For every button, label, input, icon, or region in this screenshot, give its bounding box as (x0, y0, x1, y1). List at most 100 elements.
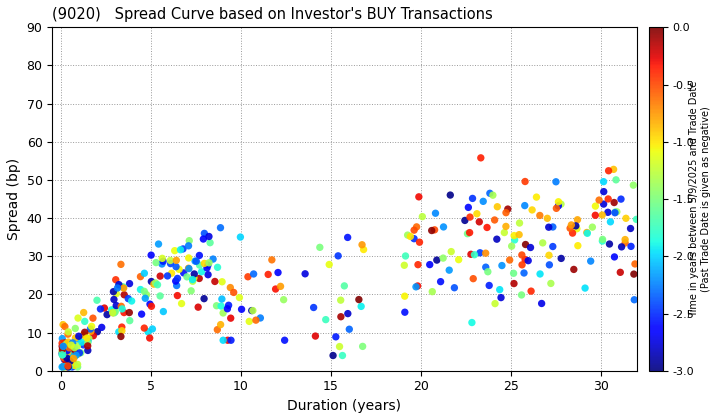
Point (628, 271, 639, 278)
Point (187, 278, 199, 285)
Point (534, 212, 546, 219)
Point (357, 343, 369, 350)
Point (279, 337, 290, 344)
Point (154, 293, 166, 299)
Point (109, 310, 120, 316)
Point (171, 292, 183, 299)
Point (223, 302, 235, 309)
Point (429, 226, 441, 233)
Point (333, 252, 344, 259)
Point (145, 252, 157, 258)
Point (484, 190, 495, 197)
Point (58, 356, 70, 363)
Point (508, 232, 520, 239)
Point (605, 218, 616, 225)
Point (464, 229, 475, 236)
Point (87, 315, 99, 322)
Point (57, 352, 68, 358)
Point (225, 315, 236, 322)
Point (564, 225, 576, 231)
Point (337, 352, 348, 359)
Point (110, 302, 122, 309)
Point (60, 364, 71, 370)
Point (308, 304, 320, 311)
Point (199, 230, 210, 237)
Point (413, 261, 424, 268)
Point (66, 352, 77, 358)
Point (112, 285, 123, 291)
Point (550, 178, 562, 185)
Point (628, 182, 639, 189)
Point (203, 260, 215, 266)
Point (152, 281, 163, 288)
Point (466, 319, 477, 326)
Y-axis label: Time in years between 5/9/2025 and Trade Date
(Past Trade Date is given as negat: Time in years between 5/9/2025 and Trade… (689, 81, 711, 317)
Point (117, 305, 128, 312)
Point (519, 202, 531, 209)
Point (56, 364, 68, 370)
Point (615, 269, 626, 276)
Point (76, 339, 88, 346)
Point (603, 196, 614, 202)
Point (620, 215, 631, 222)
Point (106, 307, 117, 313)
Point (619, 236, 631, 243)
Point (62, 331, 73, 338)
Point (115, 333, 127, 340)
Point (66, 364, 78, 370)
Point (116, 283, 127, 290)
Point (71, 343, 83, 349)
Point (66, 342, 78, 349)
Point (536, 300, 547, 307)
Point (399, 309, 410, 315)
Point (572, 216, 583, 223)
Point (57, 346, 68, 353)
Point (135, 286, 146, 293)
Point (197, 236, 209, 242)
Point (62, 364, 73, 370)
Point (464, 214, 476, 220)
Point (402, 232, 413, 239)
Point (185, 287, 197, 294)
Point (477, 198, 489, 205)
Point (508, 270, 519, 277)
Point (255, 315, 266, 321)
Point (203, 233, 215, 240)
Point (581, 229, 593, 236)
Point (616, 244, 627, 250)
Point (474, 249, 486, 256)
Point (602, 209, 613, 215)
Point (471, 210, 482, 217)
Point (526, 288, 537, 294)
Point (60, 340, 72, 347)
Point (356, 303, 367, 310)
Point (555, 201, 567, 207)
Point (107, 310, 119, 316)
Point (63, 328, 74, 335)
Point (580, 285, 591, 291)
Point (334, 343, 346, 350)
Point (566, 222, 577, 228)
Point (68, 354, 80, 361)
Point (177, 246, 189, 252)
Point (56, 352, 68, 358)
Point (320, 316, 331, 323)
Point (469, 251, 480, 258)
Point (170, 263, 181, 270)
Point (59, 351, 71, 358)
Point (353, 296, 364, 303)
Point (113, 282, 125, 289)
Point (520, 241, 531, 248)
Point (62, 349, 73, 356)
Point (330, 333, 341, 340)
Point (169, 247, 181, 254)
Point (430, 210, 441, 217)
Point (212, 264, 223, 270)
Point (61, 355, 73, 362)
Point (625, 243, 636, 250)
Point (570, 223, 582, 229)
Point (399, 293, 410, 299)
Point (143, 328, 154, 335)
Point (314, 244, 325, 251)
Point (158, 258, 169, 265)
